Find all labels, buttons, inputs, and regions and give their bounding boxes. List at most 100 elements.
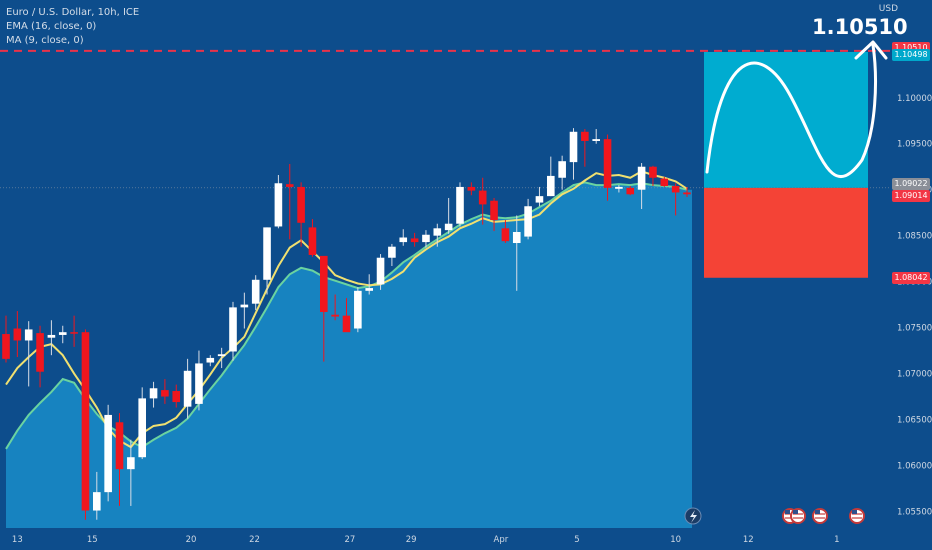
candle-body — [603, 139, 612, 188]
candle-body — [13, 328, 22, 341]
candle-body — [24, 329, 33, 341]
candle-body — [569, 131, 578, 163]
candle-body — [444, 223, 453, 231]
target-price-label: 1.10510 — [812, 15, 908, 39]
candle-body — [274, 183, 283, 227]
y-tick-label: 1.09500 — [897, 140, 932, 150]
candle-body — [615, 186, 623, 189]
stop-zone — [704, 187, 868, 278]
candle-body — [58, 332, 67, 335]
x-tick-label: 15 — [87, 535, 98, 545]
axis-unit: USD — [878, 4, 898, 14]
x-tick-label: 12 — [743, 535, 754, 545]
candle-body — [47, 334, 56, 338]
candle-body — [649, 166, 657, 178]
candle-body — [115, 422, 124, 470]
candle-body — [478, 190, 487, 205]
x-tick-label: 27 — [344, 535, 355, 545]
candle-body — [36, 333, 44, 372]
x-tick-label: 22 — [249, 535, 260, 545]
price-tag: 1.10498 — [892, 48, 930, 61]
candle-body — [410, 238, 419, 243]
candle-body — [683, 192, 691, 195]
candle-body — [320, 255, 328, 312]
candle-body — [535, 196, 544, 203]
candle-body — [558, 161, 566, 178]
candle-body — [149, 388, 158, 399]
candle-body — [251, 279, 260, 304]
lightning-glyph — [690, 510, 697, 523]
candle-body — [524, 206, 532, 237]
candle-body — [342, 315, 351, 333]
candle-body — [172, 391, 181, 403]
candle-body — [490, 200, 498, 221]
legend-ema: EMA (16, close, 0) — [6, 21, 97, 32]
candle-body — [365, 288, 373, 291]
candle-body — [308, 227, 317, 255]
candle-body — [376, 257, 385, 285]
x-tick-label: 29 — [406, 535, 417, 545]
candle-body — [671, 186, 680, 193]
x-tick-label: Apr — [494, 535, 509, 545]
y-tick-label: 1.06000 — [897, 461, 932, 471]
candle-body — [183, 370, 192, 407]
candle-body — [138, 398, 146, 458]
candle-body — [297, 186, 305, 223]
candle-body — [240, 304, 249, 308]
y-tick-label: 1.08500 — [897, 232, 932, 242]
candle-body — [70, 332, 78, 334]
x-tick-label: 5 — [574, 535, 579, 545]
price-tag: 1.08042 — [892, 271, 930, 284]
candle-body — [229, 307, 237, 352]
legend: Euro / U.S. Dollar, 10h, ICE EMA (16, cl… — [6, 6, 139, 48]
y-tick-label: 1.07500 — [897, 324, 932, 334]
candle-body — [660, 178, 669, 187]
candle-body — [161, 390, 169, 397]
candle-body — [2, 334, 10, 359]
candle-body — [93, 492, 101, 511]
candle-body — [512, 231, 521, 244]
price-tag: 1.09014 — [892, 190, 930, 203]
flag-canton — [815, 510, 820, 514]
y-tick-label: 1.05500 — [897, 507, 932, 517]
candle-body — [467, 186, 476, 191]
candle-body — [331, 314, 339, 317]
candle-body — [217, 354, 226, 357]
candle-body — [354, 290, 362, 329]
candle-body — [547, 175, 555, 197]
candle-body — [285, 184, 294, 187]
candle-body — [501, 228, 510, 242]
candle-body — [399, 237, 408, 243]
candle-body — [592, 139, 600, 141]
candle-body — [637, 166, 646, 190]
price-tag: 1.09022 — [892, 177, 930, 190]
projection-curve — [705, 43, 877, 178]
x-tick-label: 20 — [186, 535, 197, 545]
flag-canton — [785, 510, 790, 514]
candle-body — [104, 414, 112, 493]
candle-body — [388, 246, 396, 258]
x-tick-label: 13 — [12, 535, 23, 545]
candle-body — [433, 228, 442, 236]
x-tick-label: 1 — [834, 535, 839, 545]
flag-canton — [852, 510, 857, 514]
legend-ma: MA (9, close, 0) — [6, 35, 84, 46]
candle-body — [422, 234, 430, 243]
candle-body — [195, 363, 203, 404]
target-zone — [704, 51, 868, 188]
candle-body — [581, 131, 589, 141]
candle-body — [81, 332, 90, 511]
candle-body — [456, 186, 464, 224]
ema-area — [6, 182, 692, 528]
legend-symbol: Euro / U.S. Dollar, 10h, ICE — [6, 7, 140, 18]
candle-body — [626, 187, 635, 195]
projection-arrowhead — [854, 40, 888, 60]
y-tick-label: 1.10000 — [897, 94, 932, 104]
y-tick-label: 1.07000 — [897, 370, 932, 380]
y-tick-label: 1.06500 — [897, 416, 932, 426]
candle-body — [263, 227, 271, 280]
flag-canton — [793, 510, 798, 514]
x-tick-label: 10 — [670, 535, 681, 545]
